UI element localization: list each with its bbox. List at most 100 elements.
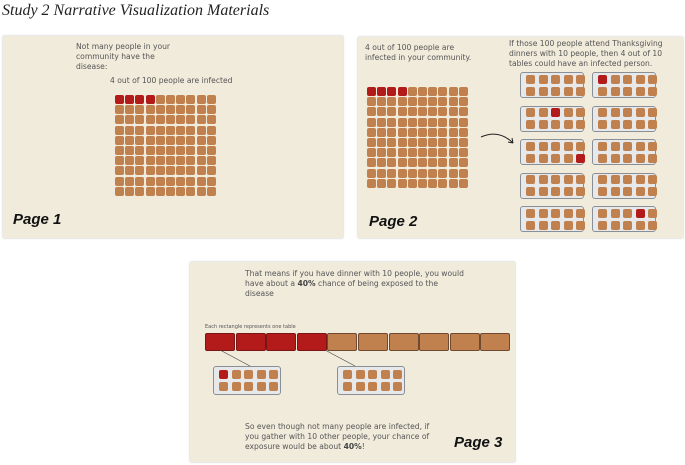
infected-table-rect	[205, 333, 235, 351]
person	[648, 74, 657, 84]
person	[196, 135, 206, 145]
person	[563, 120, 573, 129]
person	[377, 158, 387, 168]
person	[538, 175, 548, 184]
person	[623, 153, 632, 163]
connector-lines	[219, 349, 356, 367]
person	[397, 168, 407, 178]
dinner-table	[337, 366, 405, 395]
infected-table-rect	[235, 333, 266, 351]
person	[387, 178, 397, 188]
person	[648, 187, 657, 196]
person	[538, 120, 548, 129]
person	[576, 208, 585, 218]
person	[387, 148, 397, 158]
person	[563, 220, 573, 230]
person	[458, 178, 468, 188]
person	[155, 125, 165, 135]
person	[417, 117, 427, 127]
percent: 40%	[297, 279, 316, 288]
person	[407, 168, 417, 178]
person	[563, 208, 573, 218]
person	[165, 156, 175, 166]
person	[563, 108, 573, 117]
person	[417, 97, 427, 107]
person	[186, 176, 196, 186]
person	[155, 105, 165, 115]
person	[387, 107, 397, 117]
person	[186, 156, 196, 166]
person	[176, 125, 186, 135]
person	[135, 135, 145, 145]
person	[526, 74, 535, 84]
person	[367, 158, 376, 168]
person	[576, 108, 585, 117]
infected-person	[367, 87, 376, 96]
person	[145, 105, 155, 115]
person	[155, 166, 165, 176]
person	[377, 97, 387, 107]
person	[343, 370, 352, 379]
person	[145, 156, 155, 166]
person	[186, 166, 196, 176]
person	[417, 107, 427, 117]
page-2-panel: 4 out of 100 people are infected in your…	[358, 37, 683, 238]
person	[428, 148, 438, 158]
person	[125, 186, 135, 196]
person	[448, 97, 458, 107]
person	[458, 148, 468, 158]
person	[438, 137, 448, 147]
person	[448, 127, 458, 137]
person	[610, 208, 620, 218]
person	[387, 97, 397, 107]
person	[438, 87, 448, 96]
person	[598, 187, 607, 196]
person	[407, 97, 417, 107]
person	[165, 176, 175, 186]
person	[598, 208, 607, 218]
person	[135, 156, 145, 166]
person	[551, 208, 560, 218]
person	[387, 117, 397, 127]
person	[135, 176, 145, 186]
person	[380, 370, 390, 379]
person	[551, 74, 560, 84]
person	[367, 148, 376, 158]
person	[551, 187, 560, 196]
arrow-icon	[480, 133, 514, 144]
person	[648, 120, 657, 129]
infected-person	[219, 370, 228, 379]
person	[145, 145, 155, 155]
person	[598, 175, 607, 184]
person	[256, 370, 266, 379]
person	[551, 175, 560, 184]
page-label: Page 2	[369, 213, 418, 230]
person	[526, 220, 535, 230]
person	[196, 145, 206, 155]
page-1-caption: 4 out of 100 people are infected	[110, 76, 233, 85]
person	[377, 107, 387, 117]
person	[125, 105, 135, 115]
person	[135, 186, 145, 196]
person	[115, 186, 124, 196]
person	[165, 105, 175, 115]
person	[115, 125, 124, 135]
infected-person	[635, 208, 645, 218]
person	[377, 168, 387, 178]
bar-caption: Each rectangle represents one table	[205, 324, 296, 330]
percent: 40%	[343, 442, 362, 451]
person	[125, 125, 135, 135]
page-label: Page 3	[454, 434, 503, 451]
person	[428, 117, 438, 127]
infected-person	[551, 108, 560, 117]
person	[165, 186, 175, 196]
infected-person	[145, 95, 155, 104]
person	[623, 86, 632, 96]
person	[538, 86, 548, 96]
person	[417, 168, 427, 178]
person	[526, 120, 535, 129]
page-label: Page 1	[13, 211, 62, 228]
person	[598, 108, 607, 117]
person	[458, 97, 468, 107]
person	[598, 86, 607, 96]
